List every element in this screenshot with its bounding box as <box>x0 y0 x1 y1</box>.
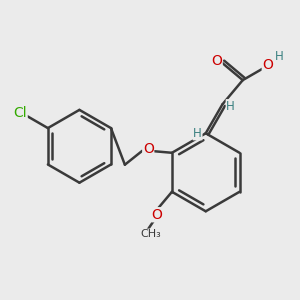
Text: O: O <box>152 208 163 222</box>
Text: CH₃: CH₃ <box>141 229 161 239</box>
Text: O: O <box>211 54 222 68</box>
Text: Cl: Cl <box>14 106 27 120</box>
Text: O: O <box>143 142 154 156</box>
Text: H: H <box>193 127 202 140</box>
Text: O: O <box>262 58 273 72</box>
Text: H: H <box>226 100 235 113</box>
Text: H: H <box>274 50 283 63</box>
